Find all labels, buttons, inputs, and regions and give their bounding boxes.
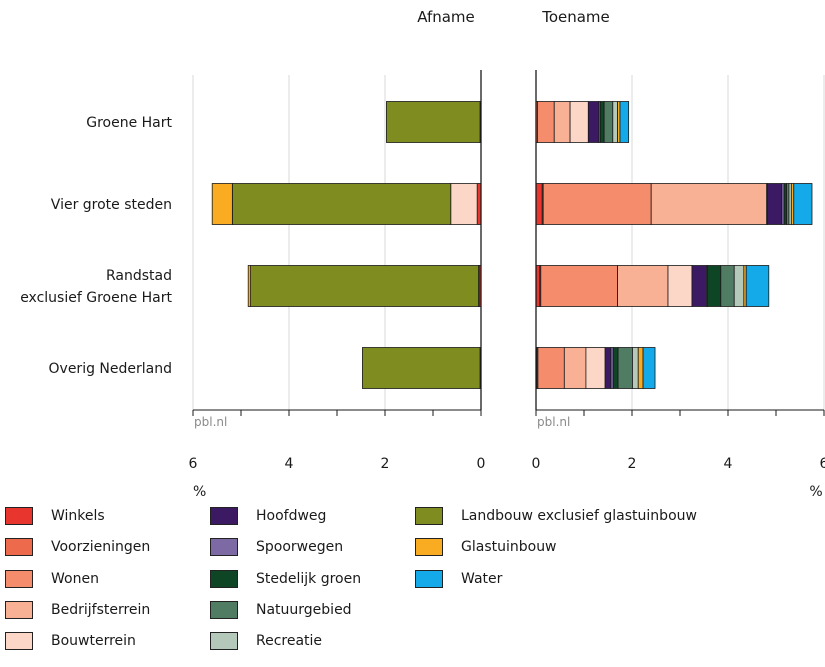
bar-segment [793, 183, 813, 225]
legend-label: Natuurgebied [256, 602, 352, 618]
legend-swatch [210, 570, 238, 588]
bar-segment [542, 183, 652, 225]
bar-segment [632, 347, 639, 389]
bar-segment [569, 101, 589, 143]
bar-segment [667, 265, 693, 307]
legend-swatch [210, 538, 238, 556]
bar-segment [617, 265, 669, 307]
x-tick-label: 0 [532, 456, 541, 472]
bar-segment [604, 347, 612, 389]
bar-segment [733, 265, 745, 307]
legend-label: Voorzieningen [51, 539, 151, 555]
category-label: Vier grote steden [51, 197, 172, 213]
panel-title: Toename [541, 8, 610, 26]
x-tick-label: 4 [285, 456, 294, 472]
bar-segment [603, 101, 614, 143]
category-label: exclusief Groene Hart [20, 290, 172, 306]
x-tick-label: 6 [189, 456, 198, 472]
bar-segment [706, 265, 722, 307]
x-tick-label: 4 [724, 456, 733, 472]
bar-segment [642, 347, 656, 389]
bar-segment [537, 347, 565, 389]
legend-label: Bedrijfsterrein [51, 602, 151, 618]
bar-segment [691, 265, 707, 307]
bar-segment [766, 183, 783, 225]
legend-item: Recreatie [210, 632, 322, 650]
legend-item: Bouwterrein [5, 632, 136, 650]
legend-swatch [415, 507, 443, 525]
category-label: Groene Hart [86, 115, 172, 131]
legend-item: Natuurgebied [210, 601, 352, 619]
bar-segment [250, 265, 480, 307]
legend-label: Wonen [51, 571, 99, 587]
category-label: Randstad [106, 268, 172, 284]
bar-segment [563, 347, 587, 389]
bar-segment [362, 347, 481, 389]
legend-item: Landbouw exclusief glastuinbouw [415, 507, 697, 525]
x-axis-unit: % [193, 484, 206, 500]
bar-segment [247, 265, 251, 307]
bar-segment [585, 347, 606, 389]
bar-segment [650, 183, 767, 225]
legend-swatch [5, 601, 33, 619]
bar-segment [587, 101, 600, 143]
bar-segment [535, 183, 543, 225]
legend-label: Water [461, 571, 503, 587]
legend-item: Voorzieningen [5, 538, 150, 556]
legend-swatch [415, 538, 443, 556]
bar-segment [231, 183, 452, 225]
watermark: pbl.nl [537, 415, 570, 429]
legend-label: Stedelijk groen [256, 571, 362, 587]
bar-segment [619, 101, 630, 143]
legend-swatch [415, 570, 443, 588]
stacked-bar-chart: Afname 6 4 2 0 pbl.nl% Toename 0 2 4 6 pbl.nl% Groen… [20, 8, 825, 500]
legend-item: Water [415, 570, 502, 588]
bar-segment [537, 101, 555, 143]
legend-item: Spoorwegen [210, 538, 343, 556]
legend-item: Glastuinbouw [415, 538, 557, 556]
legend-item: Hoofdweg [210, 507, 326, 525]
bar-segment [211, 183, 233, 225]
legend-label: Glastuinbouw [461, 539, 557, 555]
bar-segment [540, 265, 618, 307]
legend-item: Winkels [5, 507, 105, 525]
x-tick-label: 0 [477, 456, 486, 472]
bar-segment [617, 347, 633, 389]
x-tick-label: 6 [820, 456, 825, 472]
legend-swatch [210, 632, 238, 650]
legend-swatch [5, 632, 33, 650]
bar-segment [612, 347, 619, 389]
legend-label: Landbouw exclusief glastuinbouw [461, 508, 697, 524]
bar-segment [386, 101, 481, 143]
legend-label: Recreatie [256, 633, 323, 649]
x-tick-label: 2 [381, 456, 390, 472]
bar-segment [745, 265, 770, 307]
legend-swatch [5, 507, 33, 525]
x-axis-unit: % [809, 484, 822, 500]
legend-item: Stedelijk groen [210, 570, 361, 588]
legend-label: Hoofdweg [256, 508, 327, 524]
legend-label: Bouwterrein [51, 633, 136, 649]
legend-swatch [210, 601, 238, 619]
legend-item: Bedrijfsterrein [5, 601, 150, 619]
bar-segment [553, 101, 571, 143]
legend-swatch [210, 507, 238, 525]
watermark: pbl.nl [194, 415, 227, 429]
bar-segment [720, 265, 735, 307]
x-tick-label: 2 [628, 456, 637, 472]
category-label: Overig Nederland [49, 361, 172, 377]
bar-segment [612, 101, 618, 143]
panel-title: Afname [417, 8, 475, 26]
bar-segment [450, 183, 478, 225]
legend-item: Wonen [5, 570, 99, 588]
legend-label: Winkels [51, 508, 105, 524]
legend-label: Spoorwegen [256, 539, 344, 555]
legend-swatch [5, 570, 33, 588]
legend-swatch [5, 538, 33, 556]
bar-segment [637, 347, 644, 389]
bar-segment [599, 101, 605, 143]
